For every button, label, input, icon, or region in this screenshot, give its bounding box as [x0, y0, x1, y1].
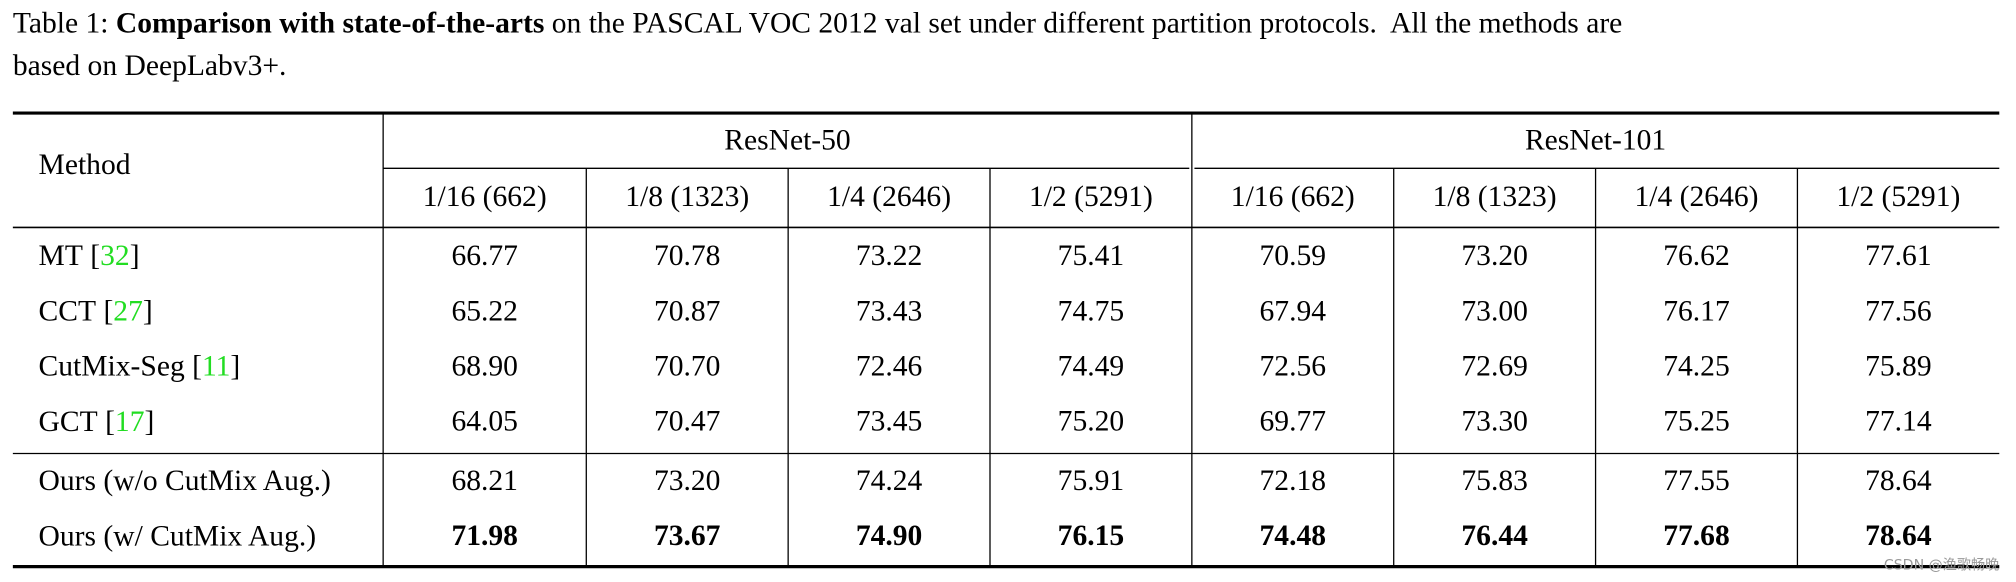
value-cell: 73.30 — [1461, 406, 1528, 438]
value-cell: 68.21 — [451, 465, 518, 497]
value-cell: 73.67 — [654, 520, 721, 552]
value-cell: 71.98 — [451, 520, 518, 552]
value-cell: 73.22 — [856, 240, 923, 272]
value-cell: 74.49 — [1058, 351, 1125, 383]
value-cell: 74.25 — [1663, 351, 1730, 383]
citation: [ — [192, 351, 202, 383]
value-cell: 75.89 — [1865, 351, 1932, 383]
citation: 32 — [100, 240, 130, 272]
watermark: CSDN @渔歌畅晚 — [1884, 557, 1999, 573]
group-header: ResNet-50 — [724, 124, 850, 156]
value-cell: 75.20 — [1058, 406, 1125, 438]
value-cell: 78.64 — [1865, 520, 1932, 552]
method-cell: MT [32] — [39, 240, 140, 272]
method-cell: Ours (w/ CutMix Aug.) — [39, 520, 317, 552]
method-name: CutMix-Seg — [39, 351, 185, 383]
value-cell: 76.15 — [1058, 520, 1125, 552]
method-header: Method — [39, 149, 131, 181]
value-cell: 74.48 — [1260, 520, 1327, 552]
value-cell: 70.70 — [654, 351, 721, 383]
method-cell: CCT [27] — [39, 295, 153, 327]
citation: [ — [103, 295, 113, 327]
caption-text: on the PASCAL VOC 2012 val set under dif… — [552, 7, 1623, 39]
value-cell: 77.56 — [1865, 295, 1932, 327]
value-cell: 76.17 — [1663, 295, 1730, 327]
value-cell: 67.94 — [1260, 295, 1327, 327]
value-cell: 70.78 — [654, 240, 721, 272]
value-cell: 66.77 — [451, 240, 518, 272]
partition-header: 1/4 (2646) — [827, 181, 951, 213]
value-cell: 73.00 — [1461, 295, 1528, 327]
method-name: GCT — [39, 406, 98, 438]
value-cell: 73.20 — [654, 465, 721, 497]
group-header: ResNet-101 — [1525, 124, 1666, 156]
method-cell: GCT [17] — [39, 406, 155, 438]
value-cell: 72.46 — [856, 351, 923, 383]
citation: 11 — [202, 351, 230, 383]
value-cell: 78.64 — [1865, 465, 1932, 497]
method-name: Ours (w/ CutMix Aug.) — [39, 520, 317, 552]
caption-label: Table 1: — [13, 7, 109, 39]
citation: 27 — [113, 295, 143, 327]
caption-line-1: Table 1: Comparison with state-of-the-ar… — [13, 7, 1622, 39]
value-cell: 73.43 — [856, 295, 923, 327]
caption-bold: Comparison with state-of-the-arts — [116, 7, 545, 39]
value-cell: 70.59 — [1260, 240, 1327, 272]
partition-header: 1/2 (5291) — [1029, 181, 1153, 213]
value-cell: 77.55 — [1663, 465, 1730, 497]
value-cell: 70.47 — [654, 406, 721, 438]
method-cell: Ours (w/o CutMix Aug.) — [39, 465, 331, 497]
value-cell: 74.24 — [856, 465, 923, 497]
partition-header: 1/4 (2646) — [1635, 181, 1759, 213]
value-cell: 72.56 — [1260, 351, 1327, 383]
partition-header: 1/8 (1323) — [625, 181, 749, 213]
citation: 17 — [115, 406, 145, 438]
value-cell: 72.69 — [1461, 351, 1528, 383]
caption-line-2: based on DeepLabv3+. — [13, 50, 287, 82]
partition-header: 1/8 (1323) — [1433, 181, 1557, 213]
citation: ] — [130, 240, 140, 272]
value-cell: 72.18 — [1260, 465, 1327, 497]
method-name: CCT — [39, 295, 96, 327]
method-name: MT — [39, 240, 83, 272]
value-cell: 64.05 — [451, 406, 518, 438]
value-cell: 76.62 — [1663, 240, 1730, 272]
value-cell: 74.75 — [1058, 295, 1125, 327]
value-cell: 77.61 — [1865, 240, 1932, 272]
method-name: Ours (w/o CutMix Aug.) — [39, 465, 331, 497]
value-cell: 69.77 — [1260, 406, 1327, 438]
citation: [ — [105, 406, 115, 438]
citation: ] — [145, 406, 155, 438]
citation: ] — [143, 295, 153, 327]
partition-header: 1/2 (5291) — [1836, 181, 1960, 213]
partition-header: 1/16 (662) — [423, 181, 547, 213]
value-cell: 75.91 — [1058, 465, 1125, 497]
value-cell: 77.14 — [1865, 406, 1932, 438]
value-cell: 65.22 — [451, 295, 518, 327]
partition-header: 1/16 (662) — [1231, 181, 1355, 213]
value-cell: 75.41 — [1058, 240, 1125, 272]
value-cell: 75.25 — [1663, 406, 1730, 438]
value-cell: 76.44 — [1461, 520, 1528, 552]
method-cell: CutMix-Seg [11] — [39, 351, 241, 383]
value-cell: 73.45 — [856, 406, 923, 438]
value-cell: 73.20 — [1461, 240, 1528, 272]
value-cell: 75.83 — [1461, 465, 1528, 497]
value-cell: 68.90 — [451, 351, 518, 383]
value-cell: 74.90 — [856, 520, 923, 552]
citation: ] — [230, 351, 240, 383]
citation: [ — [90, 240, 100, 272]
value-cell: 77.68 — [1663, 520, 1730, 552]
value-cell: 70.87 — [654, 295, 721, 327]
